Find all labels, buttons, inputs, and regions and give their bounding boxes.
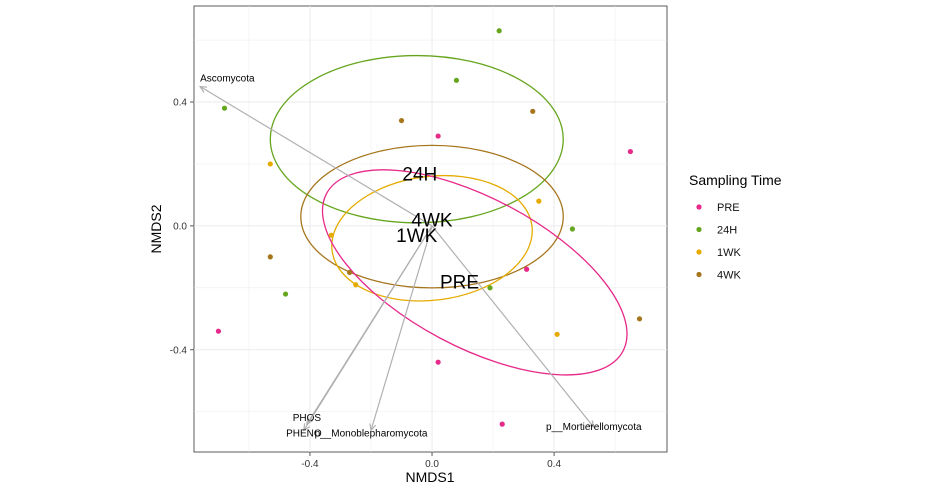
data-point-pre	[627, 148, 633, 155]
vector-arrow	[370, 225, 433, 431]
vector-arrowhead	[587, 420, 595, 429]
legend: Sampling Time PRE 24H 1WK 4WK	[689, 172, 782, 282]
data-point-24h	[487, 285, 493, 291]
vector-label: p__Mortierellomycota	[546, 422, 642, 433]
vector-arrow	[199, 86, 433, 227]
legend-key-4wk	[696, 271, 702, 278]
ellipse-pre	[321, 169, 628, 376]
data-point-pre	[435, 359, 441, 365]
vector-label: PHOS	[293, 413, 322, 424]
legend-label-1wk: 1WK	[717, 247, 742, 259]
x-tick-label: -0.4	[301, 459, 319, 470]
data-point-4wk	[347, 269, 353, 275]
envfit-vectors: Ascomycota PHOS PHENOp__Monoblepharomycota…	[198, 74, 642, 439]
y-tick-label: -0.4	[170, 345, 188, 356]
data-point-pre	[524, 266, 530, 272]
data-points	[215, 28, 643, 427]
vector-arrowhead	[306, 417, 314, 426]
legend-title: Sampling Time	[689, 172, 782, 188]
vector-arrow	[431, 225, 595, 428]
data-point-4wk	[636, 316, 643, 322]
group-label-pre: PRE	[440, 273, 479, 294]
x-tick-label: 0.0	[425, 459, 439, 470]
legend-label-pre: PRE	[717, 202, 740, 214]
data-point-1wk	[353, 282, 359, 288]
data-point-pre	[499, 421, 505, 427]
vector-arrowhead	[303, 423, 311, 432]
x-tick-label: 0.4	[547, 459, 561, 470]
legend-label-4wk: 4WK	[717, 270, 742, 282]
vector-arrowhead	[198, 85, 208, 93]
data-point-24h	[221, 105, 228, 111]
group-label-4wk: 4WK	[411, 211, 453, 232]
y-tick-label: 0.4	[173, 98, 187, 109]
vector-label: Ascomycota	[200, 74, 255, 85]
ellipse-1wk	[331, 174, 533, 302]
legend-key-pre	[696, 204, 702, 210]
data-point-pre	[435, 133, 441, 139]
x-axis-title: NMDS1	[405, 469, 454, 485]
y-tick-label: 0.0	[173, 221, 187, 232]
ellipse-24h	[269, 54, 564, 224]
data-point-24h	[569, 226, 576, 232]
y-axis-title: NMDS2	[148, 204, 164, 253]
confidence-ellipses	[269, 54, 628, 376]
vector-arrow	[303, 225, 433, 431]
data-point-24h	[453, 77, 460, 83]
data-point-4wk	[530, 108, 536, 114]
vector-label: p__Monoblepharomycota	[315, 428, 428, 439]
data-point-24h	[496, 28, 502, 34]
axis-ticks: -0.4 0.0 0.4 -0.4 0.0 0.4	[170, 98, 562, 470]
data-point-24h	[282, 291, 289, 297]
legend-key-1wk	[696, 249, 702, 255]
ellipse-4wk	[300, 144, 564, 289]
data-point-1wk	[267, 161, 273, 167]
data-point-1wk	[328, 232, 334, 238]
data-point-4wk	[267, 254, 273, 260]
legend-label-24h: 24H	[717, 225, 737, 237]
data-point-1wk	[554, 331, 560, 337]
group-label-1wk: 1WK	[396, 226, 438, 247]
data-point-1wk	[536, 198, 542, 204]
vector-arrowhead	[369, 423, 377, 432]
data-point-pre	[215, 328, 222, 334]
group-label-24h: 24H	[402, 164, 437, 185]
data-point-4wk	[398, 117, 405, 124]
vector-label: PHENO	[286, 428, 322, 439]
legend-key-24h	[696, 226, 702, 233]
